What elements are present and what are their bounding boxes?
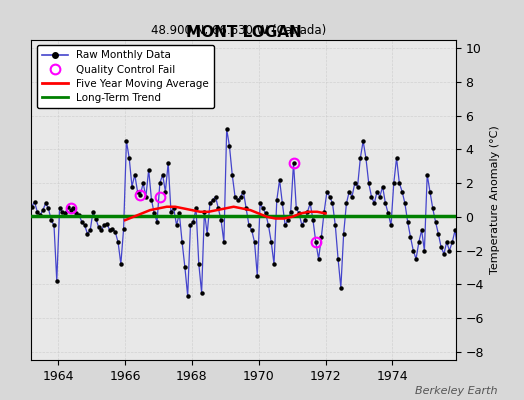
Legend: Raw Monthly Data, Quality Control Fail, Five Year Moving Average, Long-Term Tren: Raw Monthly Data, Quality Control Fail, …	[37, 45, 214, 108]
Text: Berkeley Earth: Berkeley Earth	[416, 386, 498, 396]
Text: 48.900 N, 66.630 W (Canada): 48.900 N, 66.630 W (Canada)	[151, 24, 326, 37]
Title: MONT LOGAN: MONT LOGAN	[186, 25, 301, 40]
Y-axis label: Temperature Anomaly (°C): Temperature Anomaly (°C)	[489, 126, 500, 274]
